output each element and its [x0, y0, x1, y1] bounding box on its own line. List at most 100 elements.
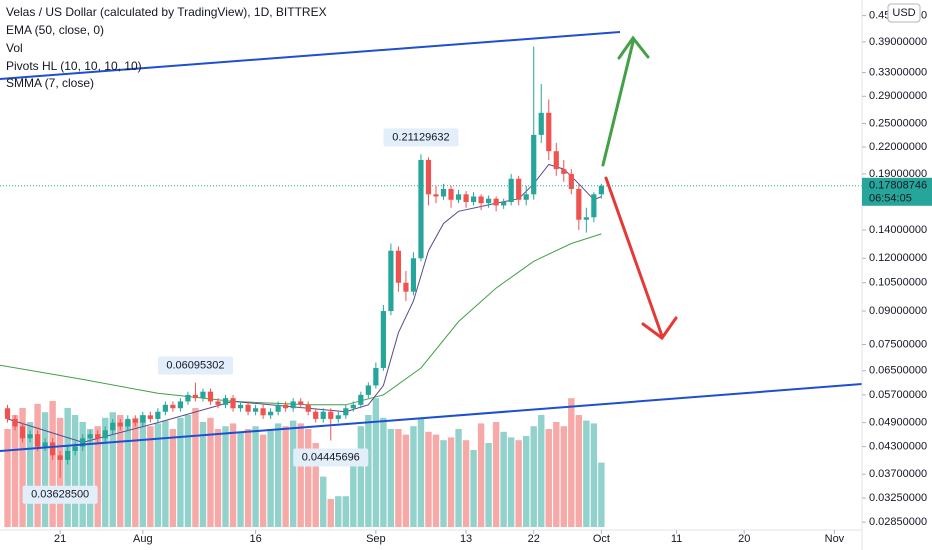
pivot-label: 0.04445696 [302, 451, 360, 463]
y-tick-label: 0.19000000 [869, 168, 927, 180]
trend-line [0, 383, 863, 452]
candle-body [34, 434, 41, 447]
volume-bar [500, 431, 507, 527]
candle-body [162, 404, 168, 412]
candle-body [433, 194, 439, 197]
volume-bar [214, 429, 222, 527]
pivot-label: 0.21129632 [392, 131, 449, 143]
x-tick-label: 11 [671, 533, 682, 545]
candle-body [538, 112, 544, 135]
volume-bar [560, 426, 567, 527]
volume-bar [274, 423, 282, 527]
volume-bar [79, 422, 86, 527]
candle-body [313, 411, 319, 419]
candle-body [516, 178, 522, 200]
x-tick-label: 22 [528, 533, 540, 545]
candle-body [177, 401, 184, 409]
candle-body [373, 367, 379, 386]
candle-body [42, 442, 48, 447]
down-arrow [604, 176, 678, 341]
candle-body [583, 217, 589, 220]
currency: USD [892, 7, 915, 19]
candle-body [222, 398, 229, 405]
candle-body [132, 418, 138, 423]
volume-bar [492, 422, 500, 527]
volume-bar [154, 423, 162, 527]
volume-bar [357, 426, 365, 527]
volume-bar [575, 415, 583, 527]
candle-body [72, 446, 78, 451]
pivot-label-box [293, 448, 369, 467]
volume-bar [71, 415, 79, 527]
volume-bar [553, 422, 560, 527]
volume-bar [523, 436, 530, 527]
volume-bar [192, 408, 199, 527]
volume-bar [237, 431, 244, 527]
countdown: 06:54:05 [869, 193, 912, 205]
candle-body [110, 422, 116, 431]
legend: Velas / US Dollar (calculated by Trading… [6, 5, 327, 90]
volume-bar [372, 398, 380, 527]
x-tick-label: 20 [738, 533, 750, 545]
candle-body [440, 188, 447, 197]
volume-bar [365, 415, 372, 527]
volume-bar [244, 429, 252, 527]
y-tick-label: 0.04300000 [869, 441, 927, 453]
volume-bar [530, 426, 537, 527]
volume-bar [4, 429, 11, 527]
currency-badge[interactable] [887, 3, 921, 23]
volume-bar [259, 434, 267, 527]
volume-bar [447, 437, 455, 527]
legend-item: Pivots HL (10, 10, 10, 10) [6, 59, 142, 73]
volume-bar [132, 417, 139, 527]
pivot-label: 0.03628500 [31, 489, 89, 501]
volume-bar [327, 499, 334, 527]
legend-title: Velas / US Dollar (calculated by Trading… [6, 5, 327, 19]
volume-bar [207, 417, 214, 527]
volume-bar [387, 429, 395, 527]
candle-body [275, 404, 281, 412]
candle-body [12, 418, 18, 427]
volume-bar [590, 423, 598, 527]
volume-bar [94, 426, 101, 527]
volume-bar [342, 496, 349, 527]
candle-body [380, 311, 386, 368]
y-tick-label: 0.07500000 [869, 338, 927, 350]
candle-body [305, 404, 311, 412]
candle-body [531, 134, 537, 195]
candle-body [27, 434, 33, 439]
candle-body [237, 404, 244, 409]
candle-body [298, 401, 304, 405]
volume-bar [11, 415, 19, 527]
candle-body [553, 151, 559, 170]
candle-body [546, 112, 552, 152]
candle-body [493, 198, 499, 206]
y-tick-label: 0.12000000 [869, 252, 927, 264]
candle-body [335, 415, 341, 419]
x-tick-label: 16 [249, 533, 261, 545]
indicator-line [0, 233, 602, 406]
candle-body [192, 394, 199, 399]
candle-body [358, 394, 364, 405]
time-axis [0, 530, 862, 550]
candle-body [486, 198, 492, 204]
candle-body [215, 401, 221, 405]
volume-bar [184, 415, 192, 527]
volume-bar [229, 423, 237, 527]
y-tick-label: 0.06500000 [869, 365, 927, 377]
candle-body [508, 178, 514, 203]
volume-bar [222, 426, 229, 527]
volume-bar [462, 440, 470, 527]
last-price-badge [862, 177, 932, 206]
candle-body [365, 385, 371, 395]
volume-bar [432, 434, 440, 527]
volume-bar [395, 429, 402, 527]
candle-body [170, 404, 176, 409]
candle-body [80, 438, 86, 447]
price-axis [862, 0, 932, 550]
candle-body [245, 404, 251, 412]
candle-body [4, 408, 11, 419]
candle-body [576, 188, 582, 220]
